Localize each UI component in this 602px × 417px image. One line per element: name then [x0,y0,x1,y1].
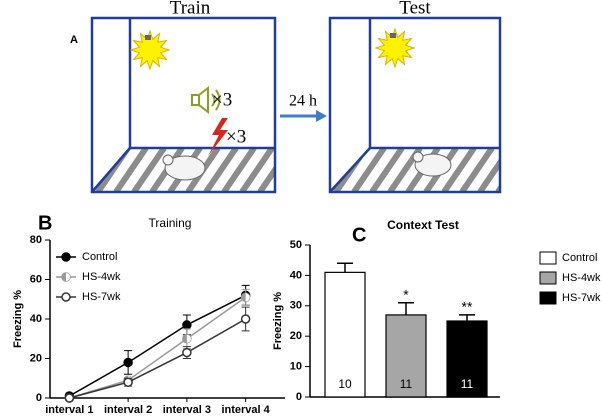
y-tick-label: 30 [290,300,302,312]
legend-marker [61,292,71,302]
count-label: 11 [461,377,474,391]
legend-label: Control [562,252,597,264]
point [240,314,251,324]
stripe [369,148,405,192]
significance: ** [462,299,473,315]
arrow-head [316,110,327,122]
test-box [328,16,502,194]
stripe [131,148,167,192]
speaker [191,85,221,115]
bulb [145,35,151,40]
point-half [245,293,250,302]
stripe [203,148,239,192]
legend-label: HS-4wk [82,271,121,283]
speaker-cone [198,85,209,115]
stripe [441,148,477,192]
legend-swatch [539,251,557,265]
bar [446,320,488,398]
test-title: Test [399,0,431,18]
stripe [278,148,308,192]
stripe [113,148,149,192]
stripe [257,148,275,192]
count-label: 10 [338,377,352,391]
x-tick-label: interval 4 [221,404,270,416]
y-tick-label: 20 [30,352,42,364]
count-label: 11 [400,377,413,391]
mouse-ear [412,151,424,163]
y-axis-label: Freezing % [272,292,284,350]
legend-label: HS-7wk [82,291,121,303]
point [182,320,192,330]
shock-icon [208,118,228,156]
tone-count: ×3 [212,89,232,110]
speaker-body [191,94,200,106]
point [123,357,133,368]
y-tick-label: 20 [290,330,302,342]
y-tick-label: 60 [30,273,42,285]
shock-count: ×3 [226,126,246,147]
x-tick-label: interval 1 [45,404,93,416]
y-tick-label: 40 [30,313,42,325]
mouse [164,155,206,181]
legend-label: HS-7wk [562,292,601,304]
y-tick-label: 80 [30,234,42,246]
interval-label: 24 h [289,93,317,110]
panel-label: C [352,224,366,246]
y-tick-label: 0 [296,391,302,403]
legend-swatch [539,271,557,285]
test-edge [329,147,371,193]
x-tick-label: interval 3 [163,404,211,416]
point [64,393,75,403]
chambers [90,16,502,194]
panel-label: A [70,34,78,46]
legend-label: Control [82,251,117,263]
stripe [459,148,495,192]
significance: * [403,286,409,302]
legend-swatch [539,291,557,305]
y-tick-label: 40 [290,269,302,281]
chart-title: Training [149,216,192,230]
stripe [477,148,500,192]
x-tick-label: interval 2 [104,404,152,416]
error-bar [459,314,475,321]
sun [129,29,171,71]
stripe [239,148,275,192]
train-edge [91,147,131,193]
bulb [390,33,396,38]
y-tick-label: 10 [290,361,302,373]
point-half [186,334,191,343]
legend-marker [61,252,71,262]
mouse [414,153,452,177]
sound-waves [211,89,221,111]
series-line [69,296,247,399]
point [182,347,192,358]
legend-label: HS-4wk [562,272,601,284]
series-line [69,294,246,397]
y-tick-label: 0 [36,392,42,404]
train-title: Train [170,0,211,18]
stripe [351,148,387,192]
legend-marker-half [66,273,70,281]
y-axis-label: Freezing % [12,290,24,348]
sun [374,27,416,69]
error-bar [398,302,414,315]
stripe [221,148,257,192]
chart-title: Context Test [387,218,459,232]
series-line [69,318,246,399]
stripe [495,148,500,192]
lights [129,27,416,71]
mouse-ear [162,154,174,166]
error-bar [337,262,353,273]
point [123,377,133,387]
panel-label: B [38,212,52,234]
train-box [90,16,277,194]
floor-stripes [92,148,500,192]
mice [162,151,452,181]
y-tick-label: 50 [290,239,302,251]
